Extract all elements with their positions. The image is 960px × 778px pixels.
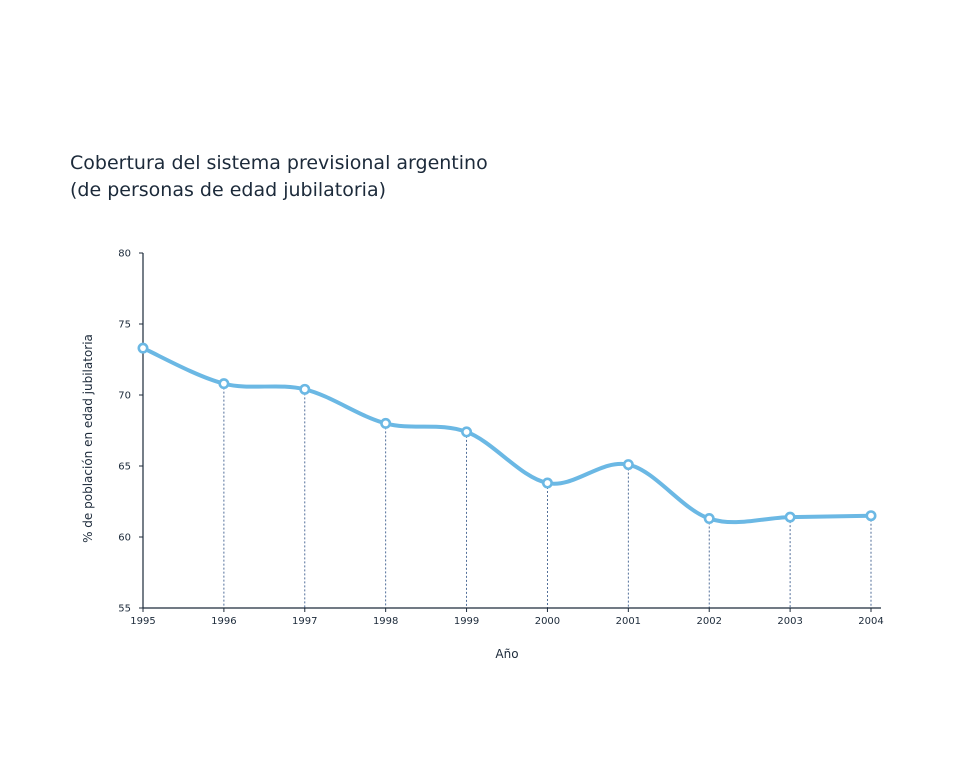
x-tick-label: 1998 bbox=[373, 616, 398, 627]
y-tick-label: 75 bbox=[118, 320, 131, 331]
x-tick-label: 2000 bbox=[535, 616, 560, 627]
x-tick-label: 1995 bbox=[130, 616, 155, 627]
x-axis-ticks: 1995 1996 1997 1998 1999 2000 2001 2002 2003 2004 bbox=[130, 608, 884, 627]
y-tick-label: 55 bbox=[118, 604, 131, 615]
series-line bbox=[141, 346, 873, 525]
y-tick-label: 80 bbox=[118, 249, 131, 260]
y-axis-ticks: 55 60 65 70 75 80 bbox=[118, 249, 143, 615]
data-point bbox=[218, 378, 230, 390]
y-axis-label: % de población en edad jubilatoria bbox=[81, 334, 95, 543]
x-tick-label: 1997 bbox=[292, 616, 317, 627]
data-points bbox=[137, 342, 877, 525]
x-axis-label: Año bbox=[495, 647, 518, 661]
data-point bbox=[137, 342, 149, 354]
data-point bbox=[461, 426, 473, 438]
x-tick-label: 2001 bbox=[616, 616, 641, 627]
x-tick-label: 1996 bbox=[211, 616, 236, 627]
chart-title: Cobertura del sistema previsional argent… bbox=[70, 150, 488, 204]
y-tick-label: 65 bbox=[118, 462, 131, 473]
chart-title-line-1: Cobertura del sistema previsional argent… bbox=[70, 152, 488, 174]
data-point bbox=[299, 383, 311, 395]
data-point bbox=[784, 511, 796, 523]
y-tick-label: 60 bbox=[118, 533, 131, 544]
x-tick-label: 2002 bbox=[696, 616, 721, 627]
data-point bbox=[703, 513, 715, 525]
data-point bbox=[622, 459, 634, 471]
chart-title-line-2: (de personas de edad jubilatoria) bbox=[70, 179, 386, 201]
x-tick-label: 2003 bbox=[777, 616, 802, 627]
x-tick-label: 1999 bbox=[454, 616, 479, 627]
data-point bbox=[541, 477, 553, 489]
drop-lines bbox=[223, 383, 872, 608]
x-tick-label: 2004 bbox=[858, 616, 883, 627]
data-point bbox=[865, 510, 877, 522]
data-point bbox=[380, 417, 392, 429]
y-tick-label: 70 bbox=[118, 391, 131, 402]
